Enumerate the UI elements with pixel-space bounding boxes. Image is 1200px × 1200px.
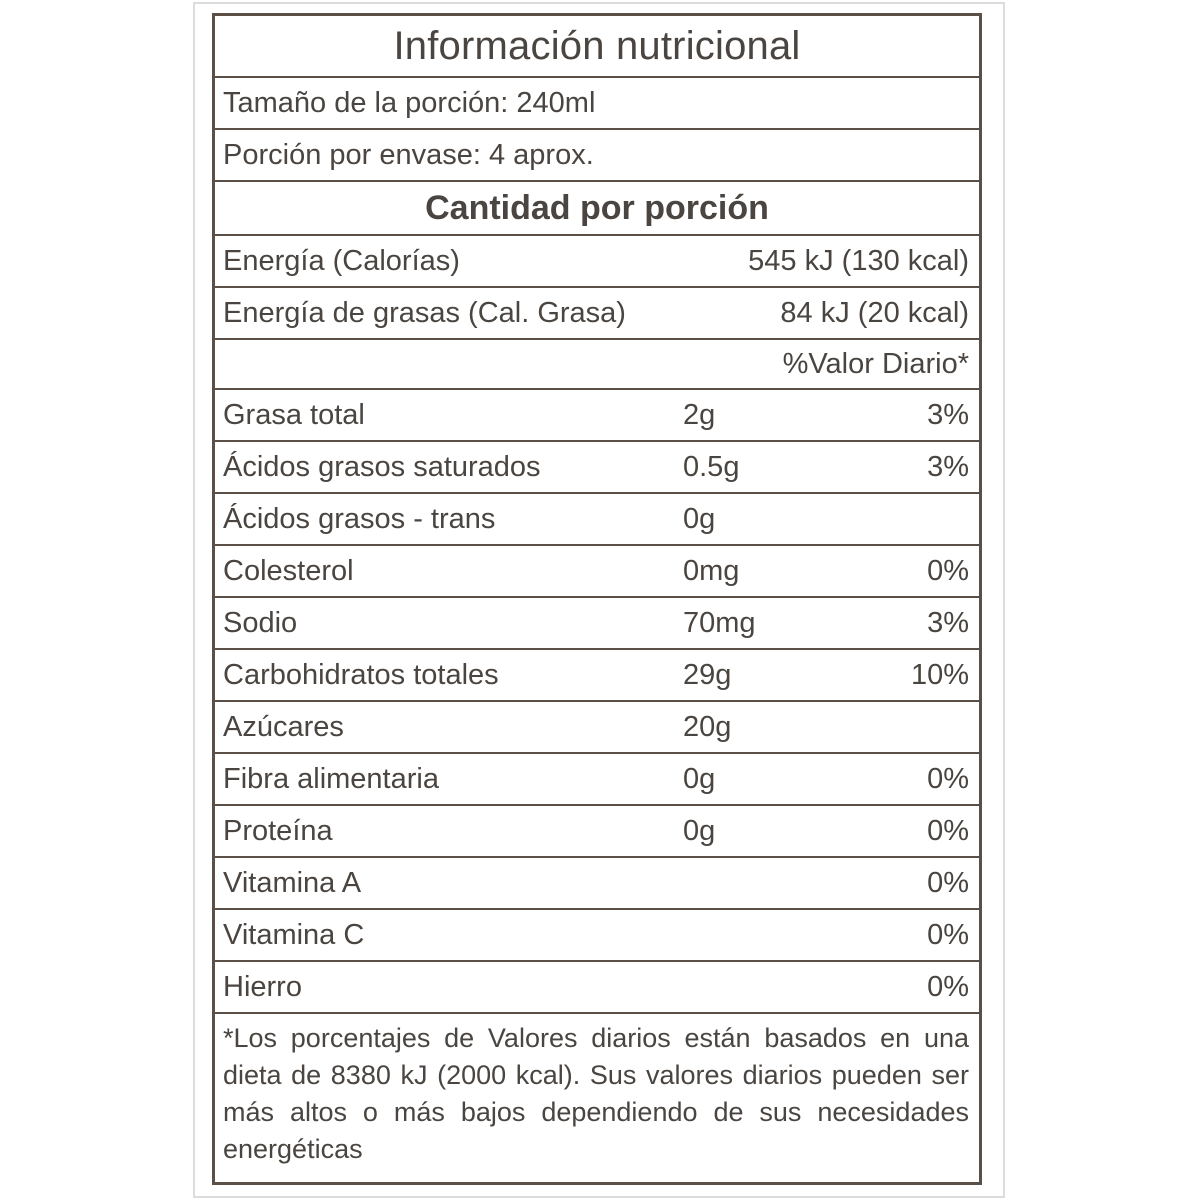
nutrient-value: 2g: [683, 398, 716, 431]
nutrient-percent: 0%: [927, 814, 969, 847]
table-row: Azúcares 20g: [215, 702, 979, 754]
serving-size-row: Tamaño de la porción: 240ml: [215, 78, 979, 130]
nutrient-name: Sodio: [223, 606, 298, 639]
table-row: Hierro 0%: [215, 962, 979, 1014]
nutrient-value: 0g: [683, 814, 716, 847]
nutrient-percent: 0%: [927, 970, 969, 1003]
amount-per-serving-row: Cantidad por porción: [215, 182, 979, 236]
nutrient-value: 0g: [683, 502, 716, 535]
nutrient-name: Colesterol: [223, 554, 354, 587]
nutrient-percent: 10%: [910, 658, 969, 691]
nutrition-rows: Información nutricional Tamaño de la por…: [215, 16, 979, 1164]
table-row: Vitamina C 0%: [215, 910, 979, 962]
footnote-row: *Los porcentajes de Valores diarios está…: [215, 1014, 979, 1164]
nutrient-name: Ácidos grasos - trans: [223, 502, 496, 535]
table-row: Grasa total 2g 3%: [215, 390, 979, 442]
panel-title: Información nutricional: [393, 23, 801, 68]
daily-value-header: %Valor Diario*: [782, 347, 969, 380]
energy-label: Energía (Calorías): [223, 244, 460, 277]
nutrient-percent: 0%: [927, 554, 969, 587]
nutrient-name: Fibra alimentaria: [223, 762, 439, 795]
daily-value-header-row: %Valor Diario*: [215, 340, 979, 390]
servings-per-container-text: Porción por envase: 4 aprox.: [223, 138, 594, 171]
nutrient-name: Grasa total: [223, 398, 365, 431]
nutrient-value: 20g: [683, 710, 732, 743]
nutrient-value: 0g: [683, 762, 716, 795]
servings-per-container-row: Porción por envase: 4 aprox.: [215, 130, 979, 182]
nutrient-name: Azúcares: [223, 710, 344, 743]
energy-row: Energía (Calorías) 545 kJ (130 kcal): [215, 236, 979, 288]
nutrient-name: Vitamina A: [223, 866, 362, 899]
table-row: Ácidos grasos saturados 0.5g 3%: [215, 442, 979, 494]
table-row: Sodio 70mg 3%: [215, 598, 979, 650]
nutrient-name: Proteína: [223, 814, 333, 847]
outer-scan-frame: [193, 2, 1005, 1198]
amount-per-serving-heading: Cantidad por porción: [425, 188, 769, 227]
nutrient-percent: 3%: [927, 606, 969, 639]
energy-from-fat-value: 84 kJ (20 kcal): [780, 296, 969, 329]
table-row: Carbohidratos totales 29g 10%: [215, 650, 979, 702]
table-row: Colesterol 0mg 0%: [215, 546, 979, 598]
nutrient-value: 0mg: [683, 554, 740, 587]
nutrition-facts-panel: Información nutricional Tamaño de la por…: [212, 13, 982, 1185]
nutrient-value: 29g: [683, 658, 732, 691]
nutrient-name: Ácidos grasos saturados: [223, 450, 541, 483]
nutrient-name: Carbohidratos totales: [223, 658, 499, 691]
table-row: Ácidos grasos - trans 0g: [215, 494, 979, 546]
nutrient-name: Vitamina C: [223, 918, 365, 951]
energy-from-fat-label: Energía de grasas (Cal. Grasa): [223, 296, 626, 329]
nutrient-percent: 0%: [927, 762, 969, 795]
table-row: Vitamina A 0%: [215, 858, 979, 910]
panel-title-row: Información nutricional: [215, 16, 979, 78]
table-row: Fibra alimentaria 0g 0%: [215, 754, 979, 806]
nutrient-percent: 0%: [927, 866, 969, 899]
nutrient-percent: 3%: [927, 398, 969, 431]
daily-value-footnote: *Los porcentajes de Valores diarios está…: [223, 1023, 969, 1164]
nutrient-percent: 3%: [927, 450, 969, 483]
nutrient-value: 0.5g: [683, 450, 740, 483]
nutrient-percent: 0%: [927, 918, 969, 951]
nutrient-name: Hierro: [223, 970, 302, 1003]
energy-value: 545 kJ (130 kcal): [748, 244, 969, 277]
nutrient-value: 70mg: [683, 606, 756, 639]
table-row: Proteína 0g 0%: [215, 806, 979, 858]
serving-size-text: Tamaño de la porción: 240ml: [223, 86, 596, 119]
energy-from-fat-row: Energía de grasas (Cal. Grasa) 84 kJ (20…: [215, 288, 979, 340]
